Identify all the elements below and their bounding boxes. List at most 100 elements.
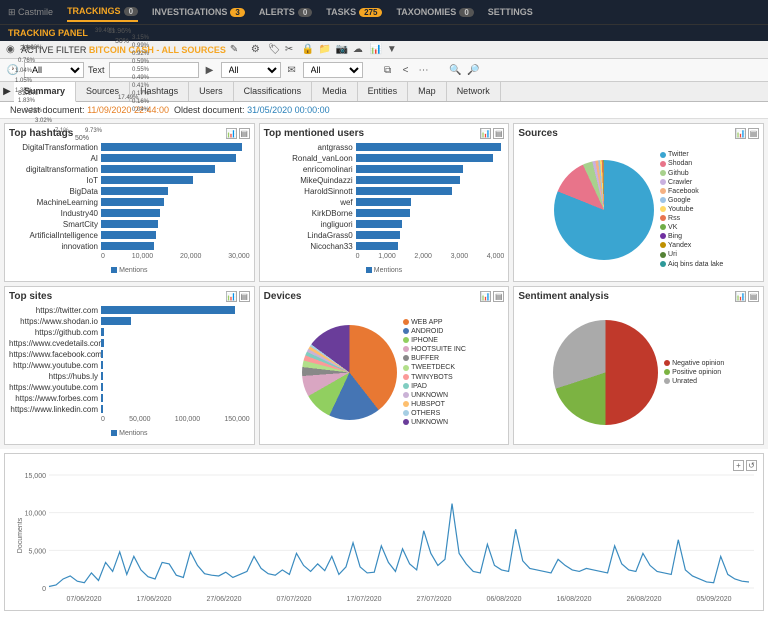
svg-text:27/07/2020: 27/07/2020 [416, 596, 451, 603]
bar[interactable] [356, 198, 412, 206]
nav-trackings[interactable]: TRACKINGS0 [67, 6, 138, 22]
bar[interactable] [356, 220, 402, 228]
bar-label: SmartCity [9, 220, 101, 229]
tab-media[interactable]: Media [312, 82, 358, 101]
bar[interactable] [101, 328, 104, 336]
card-chart-icon[interactable]: 📊 [735, 291, 746, 302]
bar[interactable] [101, 198, 164, 206]
bar[interactable] [101, 306, 235, 314]
share-icon[interactable]: < [399, 63, 413, 77]
bar-label: ArtificialIntelligence [9, 231, 101, 240]
bar[interactable] [101, 361, 103, 369]
folder-icon[interactable]: 📁 [319, 44, 330, 55]
bar[interactable] [101, 220, 158, 228]
zoom-in-icon[interactable]: 🔍 [449, 63, 463, 77]
card-export-icon[interactable]: ▤ [493, 128, 504, 139]
pie[interactable] [553, 320, 658, 425]
timeline-expand-icon[interactable]: + [733, 460, 744, 471]
nav-tasks[interactable]: TASKS275 [326, 6, 382, 18]
bar-label: https://hubs.ly [9, 372, 101, 381]
nav-alerts[interactable]: ALERTS0 [259, 6, 312, 18]
play-icon[interactable]: ▶ [203, 63, 217, 77]
card-sites: Top sites 📊▤https://twitter.comhttps://w… [4, 286, 255, 445]
tab-network[interactable]: Network [447, 82, 501, 101]
bar[interactable] [356, 176, 460, 184]
chart-icon[interactable]: 📊 [370, 44, 381, 55]
bar-label: wef [264, 198, 356, 207]
bar[interactable] [101, 176, 193, 184]
card-sources: Sources 📊▤TwitterShodanGithubCrawlerFace… [513, 123, 764, 282]
bar[interactable] [101, 231, 156, 239]
card-chart-icon[interactable]: 📊 [226, 128, 237, 139]
bar[interactable] [101, 317, 131, 325]
bar[interactable] [101, 187, 168, 195]
card-export-icon[interactable]: ▤ [748, 128, 759, 139]
bar[interactable] [101, 383, 103, 391]
cloud-icon[interactable]: ☁ [353, 44, 364, 55]
bar[interactable] [101, 242, 154, 250]
pie[interactable] [302, 325, 397, 420]
bar[interactable] [101, 394, 103, 402]
filter-icon[interactable]: ▼ [387, 44, 398, 55]
card-export-icon[interactable]: ▤ [493, 291, 504, 302]
bar-label: Industry40 [9, 209, 101, 218]
card-chart-icon[interactable]: 📊 [226, 291, 237, 302]
tab-classifications[interactable]: Classifications [234, 82, 313, 101]
bar[interactable] [101, 209, 160, 217]
edit-icon[interactable]: ✎ [230, 44, 241, 55]
bar[interactable] [356, 143, 501, 151]
card-title: Top mentioned users [264, 128, 364, 139]
bar-label: https://www.forbes.com [9, 394, 101, 403]
nav-taxonomies[interactable]: TAXONOMIES0 [396, 6, 473, 18]
bar-label: http://www.youtube.com [9, 361, 101, 370]
bar[interactable] [101, 350, 103, 358]
document-info: Newest document: 11/09/2020 22:44:00 Old… [0, 102, 768, 119]
card-title: Devices [264, 291, 302, 302]
bar[interactable] [101, 165, 215, 173]
nav-investigations[interactable]: INVESTIGATIONS3 [152, 6, 245, 18]
card-chart-icon[interactable]: 📊 [735, 128, 746, 139]
bar[interactable] [101, 154, 236, 162]
mail-icon[interactable]: ✉ [285, 63, 299, 77]
bar[interactable] [356, 231, 401, 239]
select-3[interactable]: All [303, 62, 363, 78]
bar-label: https://www.youtube.com [9, 383, 101, 392]
text-label: Text [88, 65, 105, 75]
timeline-ylabel: Documents [17, 518, 24, 553]
bar[interactable] [101, 339, 104, 347]
bar[interactable] [101, 405, 103, 413]
bar[interactable] [356, 154, 494, 162]
card-chart-icon[interactable]: 📊 [480, 128, 491, 139]
card-export-icon[interactable]: ▤ [239, 128, 250, 139]
zoom-out-icon[interactable]: 🔎 [467, 63, 481, 77]
nav-settings[interactable]: SETTINGS [488, 6, 533, 18]
bar[interactable] [356, 242, 399, 250]
copy-icon[interactable]: ⧉ [381, 63, 395, 77]
lock-icon[interactable]: 🔒 [302, 44, 313, 55]
bar[interactable] [356, 187, 453, 195]
bar[interactable] [356, 165, 464, 173]
camera-icon[interactable]: 📷 [336, 44, 347, 55]
bar-label: MikeQuindazzi [264, 176, 356, 185]
range-select[interactable]: All [24, 62, 84, 78]
tab-entities[interactable]: Entities [358, 82, 409, 101]
card-chart-icon[interactable]: 📊 [480, 291, 491, 302]
timeline-chart: 05,00010,00015,00007/06/202017/06/202027… [9, 473, 759, 603]
text-input[interactable] [109, 62, 199, 78]
card-export-icon[interactable]: ▤ [239, 291, 250, 302]
tab-users[interactable]: Users [189, 82, 234, 101]
gear-icon[interactable]: ⚙ [251, 44, 262, 55]
bar-label: LindaGrass0 [264, 231, 356, 240]
tab-map[interactable]: Map [408, 82, 447, 101]
tab-scroll-right-icon[interactable]: ▶ [0, 82, 14, 101]
bar[interactable] [101, 143, 242, 151]
more-icon[interactable]: ⋯ [417, 63, 431, 77]
bar[interactable] [356, 209, 410, 217]
card-export-icon[interactable]: ▤ [748, 291, 759, 302]
timeline-reset-icon[interactable]: ↺ [746, 460, 757, 471]
select-2[interactable]: All [221, 62, 281, 78]
pie[interactable] [554, 160, 654, 260]
bar[interactable] [101, 372, 103, 380]
wrench-icon[interactable]: ✂ [285, 44, 296, 55]
tag-icon[interactable]: 🏷 [268, 44, 279, 55]
